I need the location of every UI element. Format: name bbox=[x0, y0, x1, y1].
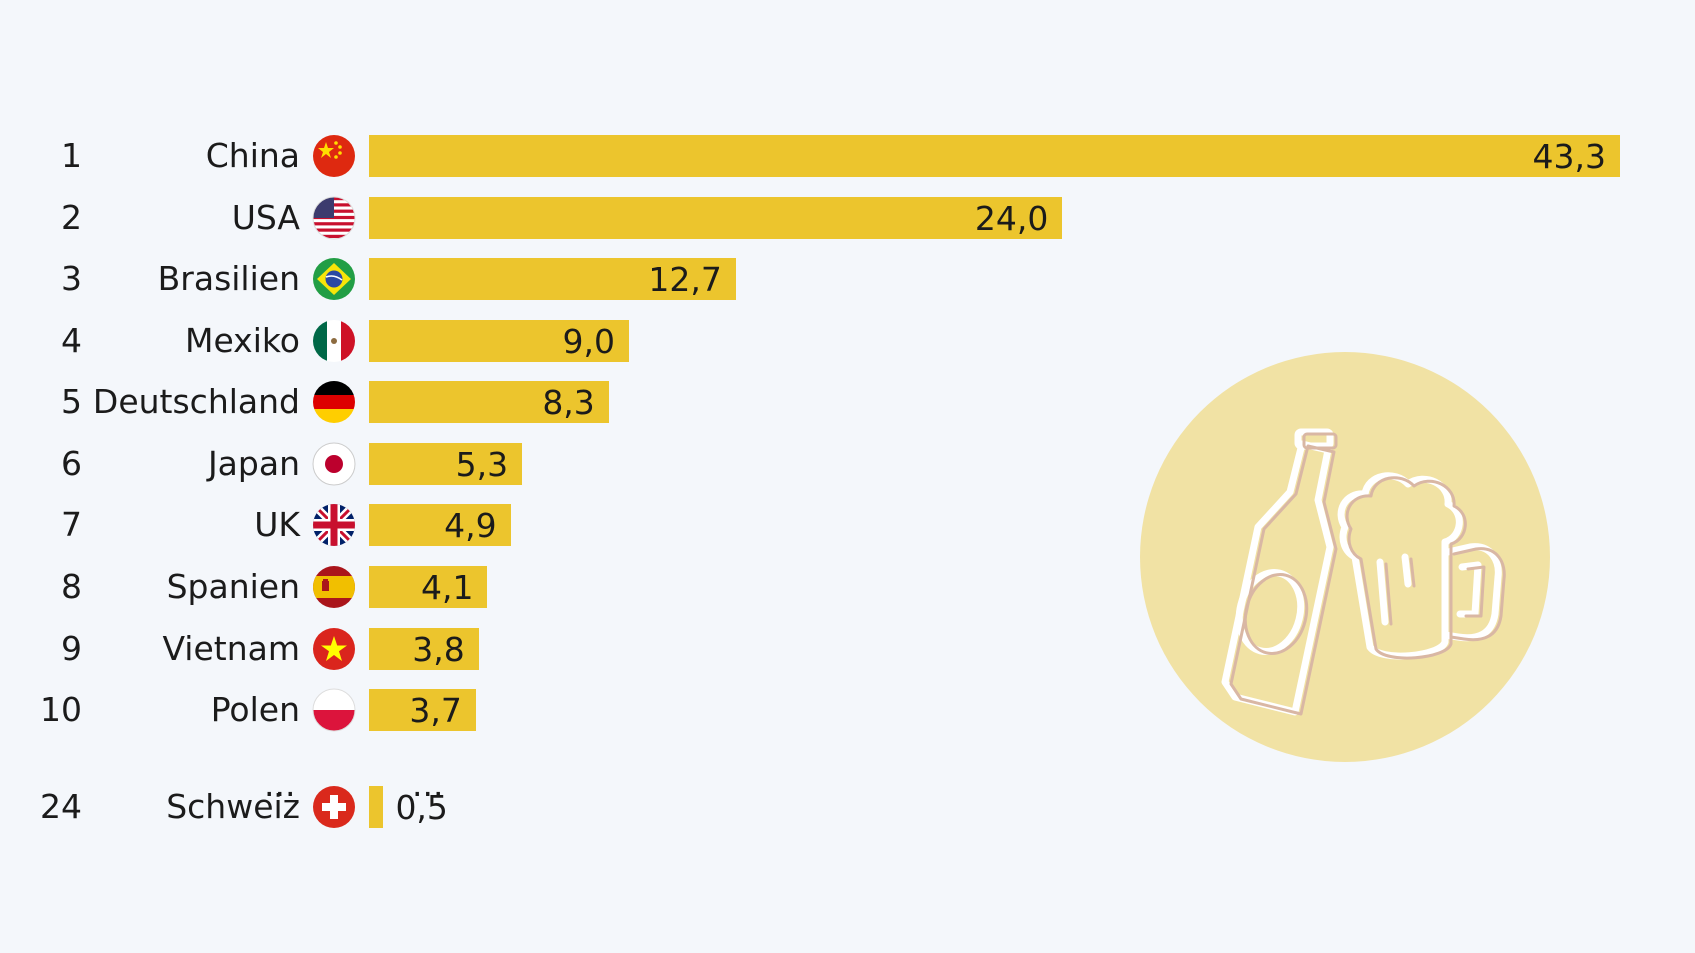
rank-label: 10 bbox=[40, 690, 82, 729]
usa-flag-icon bbox=[312, 196, 356, 240]
bar bbox=[369, 443, 523, 485]
rank-label: 8 bbox=[61, 567, 82, 606]
bar bbox=[369, 786, 384, 828]
vietnam-flag-icon bbox=[313, 628, 355, 670]
value-label: 3,8 bbox=[412, 630, 465, 669]
bar bbox=[369, 381, 609, 423]
uk-flag-icon bbox=[313, 504, 355, 546]
country-label: Spanien bbox=[166, 567, 300, 606]
rank-label: 2 bbox=[61, 198, 82, 237]
country-label: Schweiz bbox=[166, 787, 300, 826]
poland-flag-icon bbox=[312, 688, 356, 732]
china-flag-icon bbox=[313, 135, 355, 177]
rank-label: 4 bbox=[61, 321, 82, 360]
rank-label: 1 bbox=[61, 136, 82, 175]
value-label: 8,3 bbox=[542, 383, 595, 422]
country-label: Brasilien bbox=[157, 259, 300, 298]
value-ellipsis: ... bbox=[412, 765, 444, 804]
bar bbox=[369, 566, 488, 608]
value-label: 9,0 bbox=[562, 322, 616, 361]
bar bbox=[369, 197, 1063, 239]
value-label: 4,1 bbox=[420, 568, 474, 607]
value-label: 12,7 bbox=[648, 260, 722, 299]
germany-flag-icon bbox=[313, 381, 355, 423]
country-label: Japan bbox=[207, 444, 300, 483]
rank-label: 5 bbox=[61, 382, 82, 421]
value-label: 0,5 bbox=[395, 788, 448, 827]
rank-label: 6 bbox=[61, 444, 82, 483]
rank-label: 7 bbox=[61, 505, 82, 544]
spain-flag-icon bbox=[313, 566, 355, 608]
country-label: Mexiko bbox=[184, 321, 300, 360]
bar bbox=[369, 320, 630, 362]
value-label: 3,7 bbox=[409, 691, 462, 730]
value-label: 24,0 bbox=[974, 199, 1049, 238]
value-label: 5,3 bbox=[455, 445, 509, 484]
bar bbox=[369, 689, 476, 731]
mexico-flag-icon bbox=[313, 320, 355, 362]
rank-label: 9 bbox=[61, 629, 82, 668]
brazil-flag-icon bbox=[313, 258, 355, 300]
bar bbox=[369, 135, 1620, 177]
country-ellipsis: ... bbox=[264, 765, 296, 804]
value-label: 43,3 bbox=[1532, 137, 1606, 176]
bar bbox=[369, 258, 736, 300]
country-label: Vietnam bbox=[162, 629, 300, 668]
country-label: China bbox=[205, 136, 300, 175]
country-label: UK bbox=[254, 505, 300, 544]
value-label: 4,9 bbox=[444, 506, 497, 545]
beer-bottle-and-mug-icon bbox=[1140, 352, 1550, 762]
country-label: USA bbox=[231, 198, 300, 237]
bar bbox=[369, 504, 511, 546]
bar bbox=[369, 628, 479, 670]
rank-label: 24 bbox=[40, 787, 82, 826]
country-label: Deutschland bbox=[92, 382, 300, 421]
switzerland-flag-icon bbox=[313, 786, 355, 828]
rank-label: 3 bbox=[61, 259, 82, 298]
country-label: Polen bbox=[210, 690, 300, 729]
japan-flag-icon bbox=[312, 442, 356, 486]
